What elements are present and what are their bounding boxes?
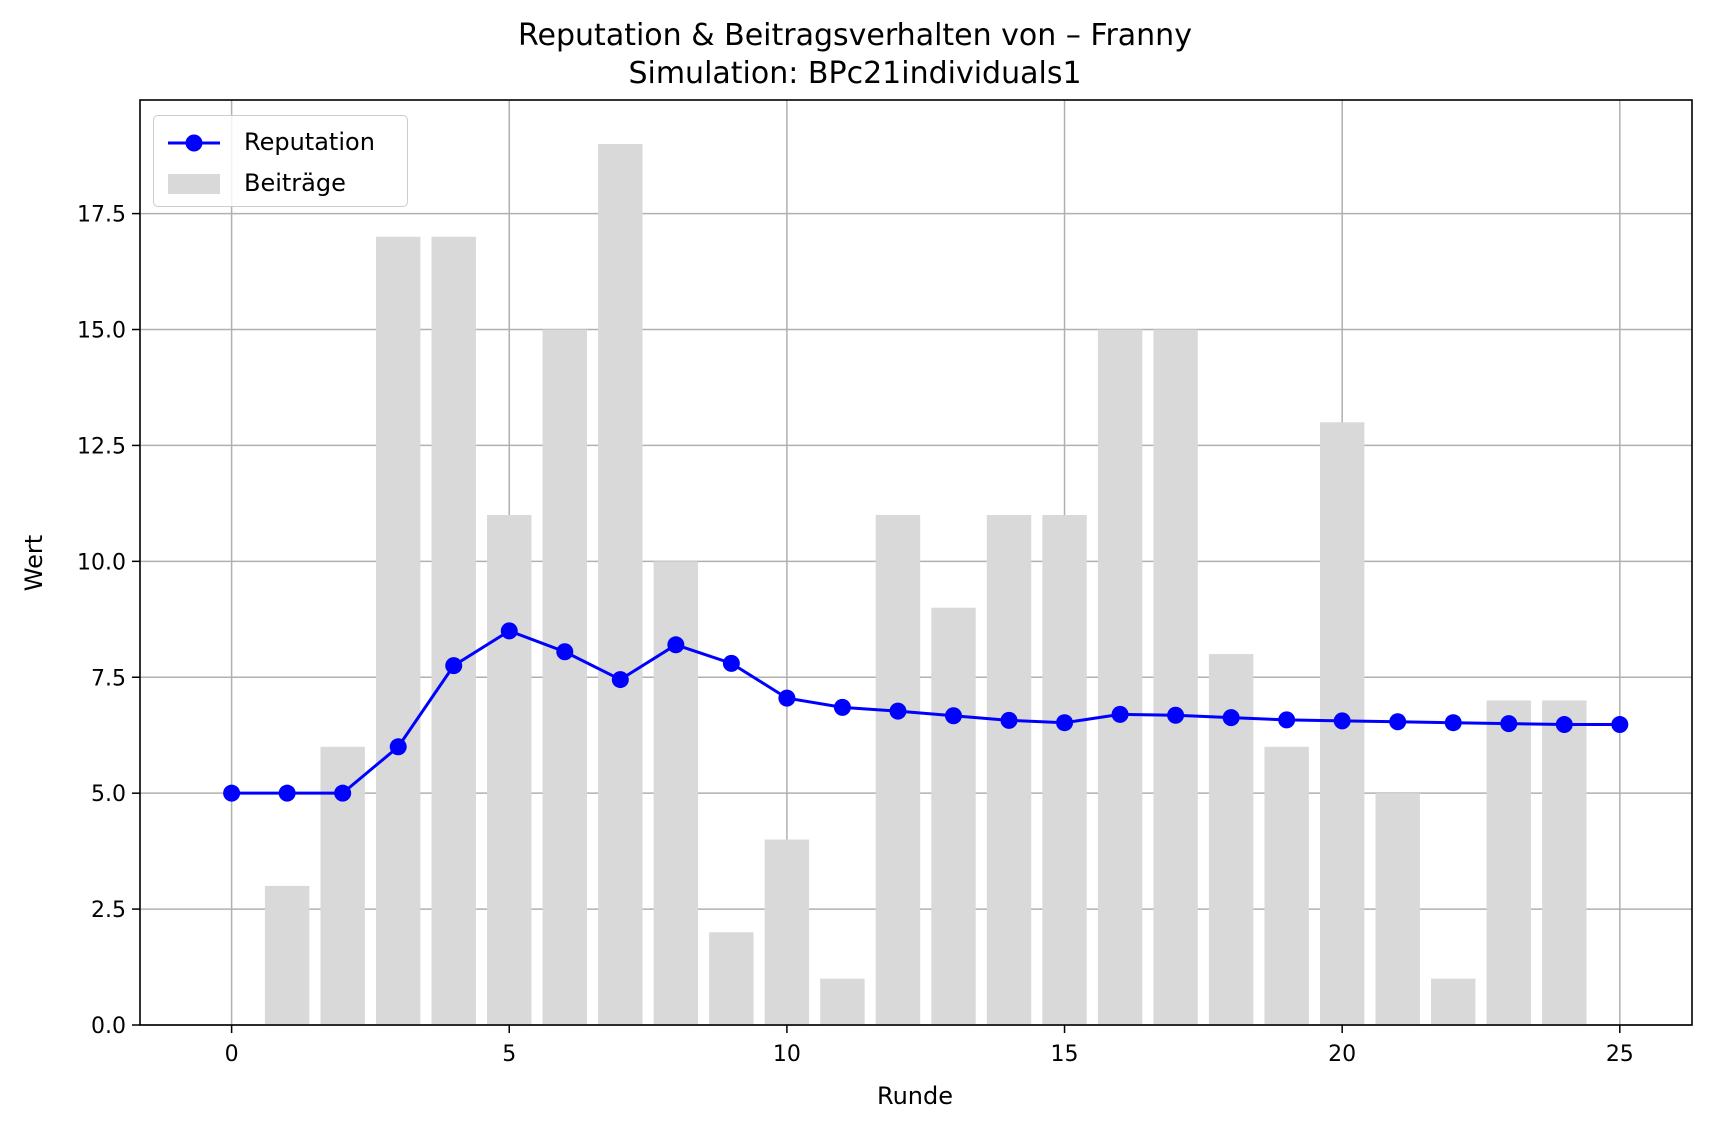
bar-beitraege [1486, 700, 1531, 1025]
y-tick-label: 0.0 [91, 1014, 126, 1039]
line-marker-icon [168, 134, 220, 152]
point-reputation [889, 702, 907, 720]
point-reputation [556, 643, 574, 661]
point-reputation [1278, 711, 1296, 729]
point-reputation [1611, 716, 1629, 734]
point-reputation [1111, 705, 1129, 723]
legend-item-beitraege: Beiträge [154, 167, 407, 201]
point-reputation [611, 671, 629, 689]
point-reputation [1167, 706, 1185, 724]
y-tick-label: 7.5 [91, 666, 126, 691]
point-reputation [1056, 714, 1074, 732]
point-reputation [778, 689, 796, 707]
x-tick-label: 15 [1051, 1042, 1079, 1067]
y-tick-label: 15.0 [77, 319, 126, 344]
x-tick-label: 10 [773, 1042, 801, 1067]
bar-beitraege [264, 885, 310, 1025]
bar-beitraege [431, 236, 476, 1026]
legend-label-beitraege: Beiträge [244, 169, 346, 197]
y-tick-label: 2.5 [91, 898, 126, 923]
point-reputation [1444, 714, 1462, 732]
point-reputation [667, 636, 685, 654]
point-reputation [722, 654, 740, 672]
bar-beitraege [598, 144, 643, 1026]
line-reputation [231, 629, 1620, 795]
point-reputation [500, 622, 518, 640]
bar-beitraege [1097, 329, 1143, 1025]
chart-title: Reputation & Beitragsverhalten von – Fra… [518, 18, 1192, 53]
bar-beitraege [1542, 700, 1587, 1025]
x-tick-label: 20 [1328, 1042, 1356, 1067]
y-tick-label: 17.5 [77, 203, 126, 228]
legend: Reputation Beiträge [153, 115, 408, 207]
point-reputation [1222, 709, 1240, 727]
point-reputation [334, 784, 352, 802]
point-reputation [278, 784, 296, 802]
bar-swatch-icon [168, 174, 220, 194]
point-reputation [445, 657, 463, 675]
point-reputation [1555, 716, 1573, 734]
bar-beitraege [1153, 329, 1198, 1025]
plot-frame [139, 99, 1693, 1026]
bar-beitraege [709, 932, 754, 1025]
x-tick-label: 0 [225, 1042, 239, 1067]
bar-beitraege [653, 561, 699, 1025]
y-tick-label: 5.0 [91, 782, 126, 807]
bar-beitraege [986, 514, 1032, 1025]
y-tick-label: 12.5 [77, 434, 126, 459]
point-reputation [1500, 715, 1518, 733]
point-reputation [1333, 712, 1351, 730]
bar-beitraege [931, 607, 976, 1025]
bar-beitraege [764, 839, 810, 1025]
point-reputation [389, 738, 407, 756]
point-reputation [1000, 711, 1018, 729]
legend-item-reputation: Reputation [154, 126, 407, 160]
bar-beitraege [542, 329, 587, 1025]
x-axis-label: Runde [876, 1082, 954, 1110]
x-tick-label: 25 [1606, 1042, 1634, 1067]
point-reputation [223, 784, 241, 802]
y-axis-label: Wert [20, 534, 48, 592]
chart-subtitle: Simulation: BPc21individuals1 [628, 56, 1082, 91]
bar-beitraege [875, 514, 921, 1025]
point-reputation [833, 698, 851, 716]
x-tick-label: 5 [502, 1042, 516, 1067]
legend-label-reputation: Reputation [244, 128, 375, 156]
y-tick-label: 10.0 [77, 550, 126, 575]
point-reputation [1389, 713, 1407, 731]
bar-beitraege [1431, 978, 1476, 1025]
bar-beitraege [1042, 514, 1087, 1025]
bar-beitraege [1264, 746, 1309, 1025]
bar-beitraege [820, 978, 865, 1025]
bar-beitraege [1375, 793, 1420, 1025]
bar-beitraege [375, 236, 421, 1026]
bar-beitraege [487, 514, 532, 1025]
point-reputation [944, 707, 962, 725]
